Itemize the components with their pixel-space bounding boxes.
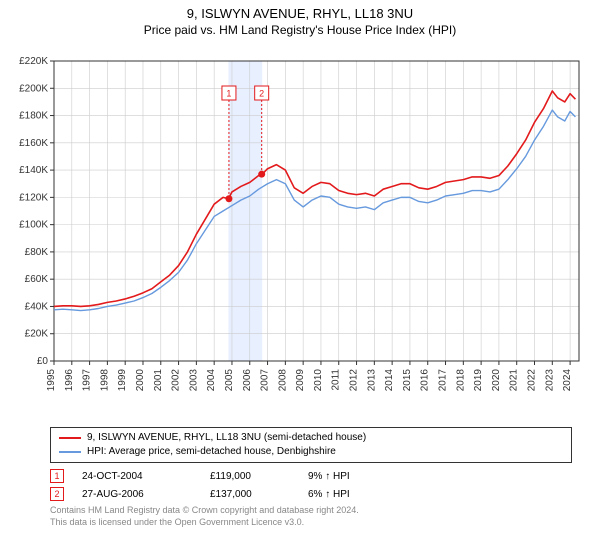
transaction-list: 1 24-OCT-2004 £119,000 9% ↑ HPI 2 27-AUG-2006…	[50, 469, 592, 501]
footer-attribution: Contains HM Land Registry data © Crown c…	[50, 505, 572, 528]
transaction-hpi: 6% ↑ HPI	[308, 489, 398, 500]
transaction-marker: 1	[50, 469, 64, 483]
svg-text:£20K: £20K	[25, 329, 49, 340]
svg-text:£160K: £160K	[19, 138, 48, 149]
svg-text:2010: 2010	[313, 369, 324, 392]
transaction-date: 24-OCT-2004	[82, 471, 192, 482]
svg-text:£0: £0	[37, 356, 49, 367]
svg-text:2019: 2019	[473, 369, 484, 392]
svg-text:£220K: £220K	[19, 56, 48, 67]
svg-text:2: 2	[259, 89, 264, 99]
chart-container: 9, ISLWYN AVENUE, RHYL, LL18 3NU Price p…	[0, 0, 600, 560]
svg-text:2017: 2017	[438, 369, 449, 392]
svg-text:2012: 2012	[349, 369, 360, 392]
svg-text:2011: 2011	[331, 369, 342, 391]
svg-text:1: 1	[226, 89, 231, 99]
transaction-row: 2 27-AUG-2006 £137,000 6% ↑ HPI	[50, 487, 592, 501]
svg-text:£60K: £60K	[25, 274, 49, 285]
svg-text:2014: 2014	[384, 369, 395, 392]
svg-text:£80K: £80K	[25, 247, 49, 258]
svg-text:£140K: £140K	[19, 165, 48, 176]
transaction-date: 27-AUG-2006	[82, 489, 192, 500]
footer-line1: Contains HM Land Registry data © Crown c…	[50, 505, 572, 517]
transaction-price: £119,000	[210, 471, 290, 482]
svg-text:2015: 2015	[402, 369, 413, 392]
legend-row: 9, ISLWYN AVENUE, RHYL, LL18 3NU (semi-d…	[59, 431, 563, 445]
legend-row: HPI: Average price, semi-detached house,…	[59, 445, 563, 459]
svg-text:2023: 2023	[544, 369, 555, 392]
svg-text:2008: 2008	[277, 369, 288, 392]
svg-text:1997: 1997	[82, 369, 93, 392]
svg-text:£100K: £100K	[19, 220, 48, 231]
svg-text:2020: 2020	[491, 369, 502, 392]
svg-text:1998: 1998	[99, 369, 110, 392]
legend: 9, ISLWYN AVENUE, RHYL, LL18 3NU (semi-d…	[50, 427, 572, 463]
transaction-hpi: 9% ↑ HPI	[308, 471, 398, 482]
svg-text:2000: 2000	[135, 369, 146, 392]
svg-text:2004: 2004	[206, 369, 217, 392]
svg-text:2007: 2007	[260, 369, 271, 392]
svg-text:1999: 1999	[117, 369, 128, 392]
legend-label: HPI: Average price, semi-detached house,…	[87, 445, 336, 459]
svg-text:£200K: £200K	[19, 83, 48, 94]
footer-line2: This data is licensed under the Open Gov…	[50, 517, 572, 529]
legend-swatch	[59, 451, 81, 453]
transaction-price: £137,000	[210, 489, 290, 500]
svg-text:2024: 2024	[562, 369, 573, 392]
chart-title: 9, ISLWYN AVENUE, RHYL, LL18 3NU	[8, 6, 592, 21]
svg-text:2009: 2009	[295, 369, 306, 392]
svg-text:2005: 2005	[224, 369, 235, 392]
legend-label: 9, ISLWYN AVENUE, RHYL, LL18 3NU (semi-d…	[87, 431, 366, 445]
svg-text:£180K: £180K	[19, 111, 48, 122]
svg-text:1996: 1996	[64, 369, 75, 392]
svg-text:£120K: £120K	[19, 192, 48, 203]
legend-swatch	[59, 437, 81, 439]
svg-text:£40K: £40K	[25, 301, 49, 312]
svg-text:2018: 2018	[455, 369, 466, 392]
chart-plot-area: £0 £20K £40K £60K £80K £100K £120K £140K £160K £1…	[8, 43, 592, 423]
svg-text:2016: 2016	[420, 369, 431, 392]
svg-text:2002: 2002	[171, 369, 182, 392]
svg-text:2022: 2022	[527, 369, 538, 392]
svg-text:2006: 2006	[242, 369, 253, 392]
svg-text:2001: 2001	[153, 369, 164, 392]
line-chart: £0 £20K £40K £60K £80K £100K £120K £140K £160K £1…	[8, 43, 588, 423]
transaction-marker: 2	[50, 487, 64, 501]
chart-subtitle: Price paid vs. HM Land Registry's House …	[8, 23, 592, 37]
svg-text:1995: 1995	[46, 369, 57, 392]
svg-text:2021: 2021	[509, 369, 520, 392]
svg-text:2003: 2003	[188, 369, 199, 392]
transaction-row: 1 24-OCT-2004 £119,000 9% ↑ HPI	[50, 469, 592, 483]
svg-text:2013: 2013	[366, 369, 377, 392]
